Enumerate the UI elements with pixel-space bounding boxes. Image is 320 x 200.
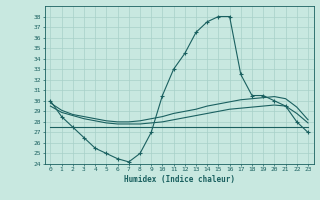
X-axis label: Humidex (Indice chaleur): Humidex (Indice chaleur) (124, 175, 235, 184)
